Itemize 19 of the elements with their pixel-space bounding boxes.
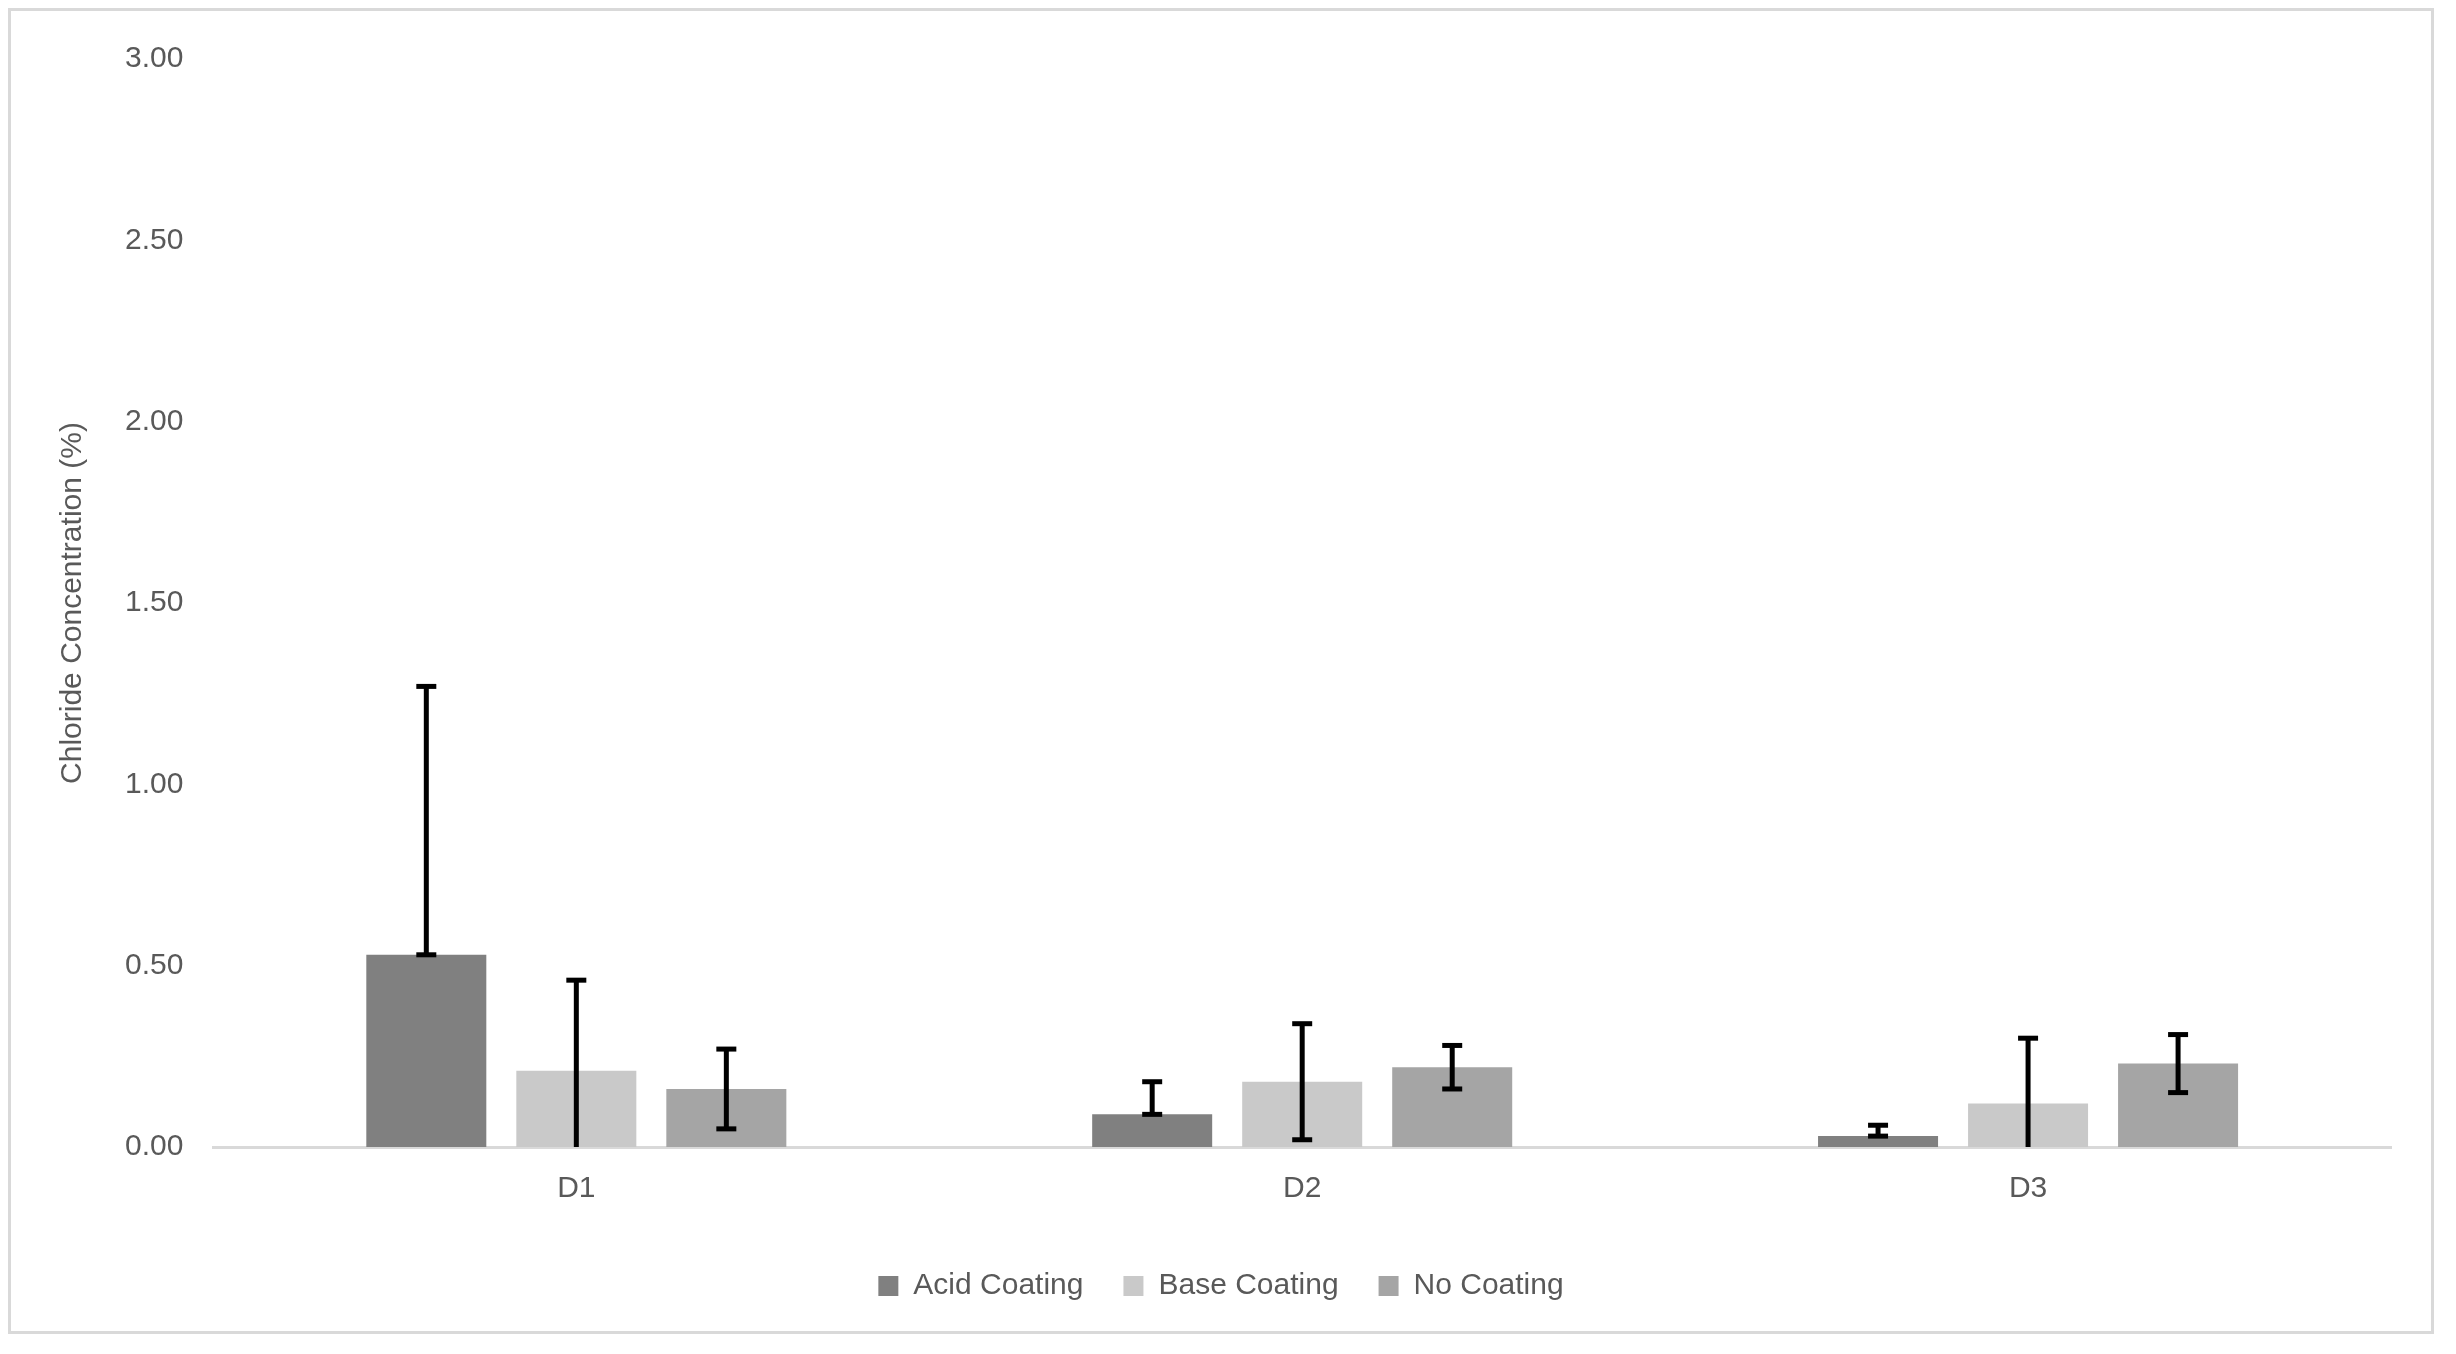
y-axis-title: Chloride Concentration (%) xyxy=(54,422,88,784)
legend-label: No Coating xyxy=(1413,1267,1564,1301)
y-tick-label: 0.00 xyxy=(125,1128,184,1162)
bar xyxy=(366,954,487,1147)
y-tick-label: 1.50 xyxy=(125,584,184,618)
legend-label: Base Coating xyxy=(1158,1267,1339,1301)
bar xyxy=(1092,1114,1213,1147)
y-tick-label: 2.50 xyxy=(125,221,184,255)
x-tick-label: D3 xyxy=(2008,1170,2048,1204)
bar xyxy=(1818,1136,1939,1147)
bar xyxy=(1392,1067,1513,1147)
y-tick-label: 2.00 xyxy=(125,402,184,436)
x-tick-label: D1 xyxy=(557,1170,596,1204)
y-tick-label: 3.00 xyxy=(125,40,184,74)
y-tick-label: 0.50 xyxy=(125,946,184,980)
x-tick-label: D2 xyxy=(1283,1170,1322,1204)
legend-label: Acid Coating xyxy=(913,1267,1084,1301)
y-tick-label: 1.00 xyxy=(125,765,184,799)
bar xyxy=(2118,1063,2239,1147)
